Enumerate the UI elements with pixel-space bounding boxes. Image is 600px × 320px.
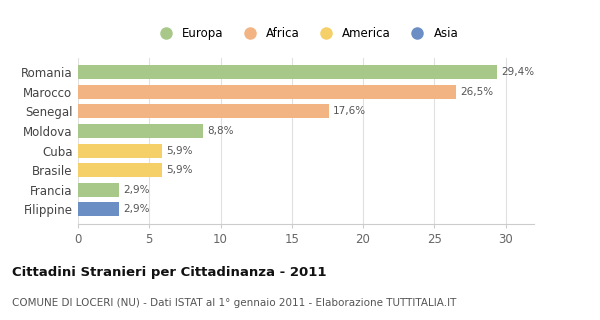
Bar <box>78 85 455 99</box>
Legend: Europa, Africa, America, Asia: Europa, Africa, America, Asia <box>154 27 458 40</box>
Bar <box>78 65 497 79</box>
Text: 29,4%: 29,4% <box>501 67 535 77</box>
Bar <box>78 202 119 216</box>
Text: 2,9%: 2,9% <box>124 185 150 195</box>
Text: COMUNE DI LOCERI (NU) - Dati ISTAT al 1° gennaio 2011 - Elaborazione TUTTITALIA.: COMUNE DI LOCERI (NU) - Dati ISTAT al 1°… <box>12 298 457 308</box>
Bar <box>78 104 329 118</box>
Text: 26,5%: 26,5% <box>460 87 493 97</box>
Text: 17,6%: 17,6% <box>333 107 366 116</box>
Bar <box>78 124 203 138</box>
Text: Cittadini Stranieri per Cittadinanza - 2011: Cittadini Stranieri per Cittadinanza - 2… <box>12 266 326 279</box>
Text: 2,9%: 2,9% <box>124 204 150 214</box>
Bar <box>78 163 162 177</box>
Text: 5,9%: 5,9% <box>166 165 193 175</box>
Bar <box>78 144 162 158</box>
Bar <box>78 183 119 197</box>
Text: 5,9%: 5,9% <box>166 146 193 156</box>
Text: 8,8%: 8,8% <box>208 126 234 136</box>
